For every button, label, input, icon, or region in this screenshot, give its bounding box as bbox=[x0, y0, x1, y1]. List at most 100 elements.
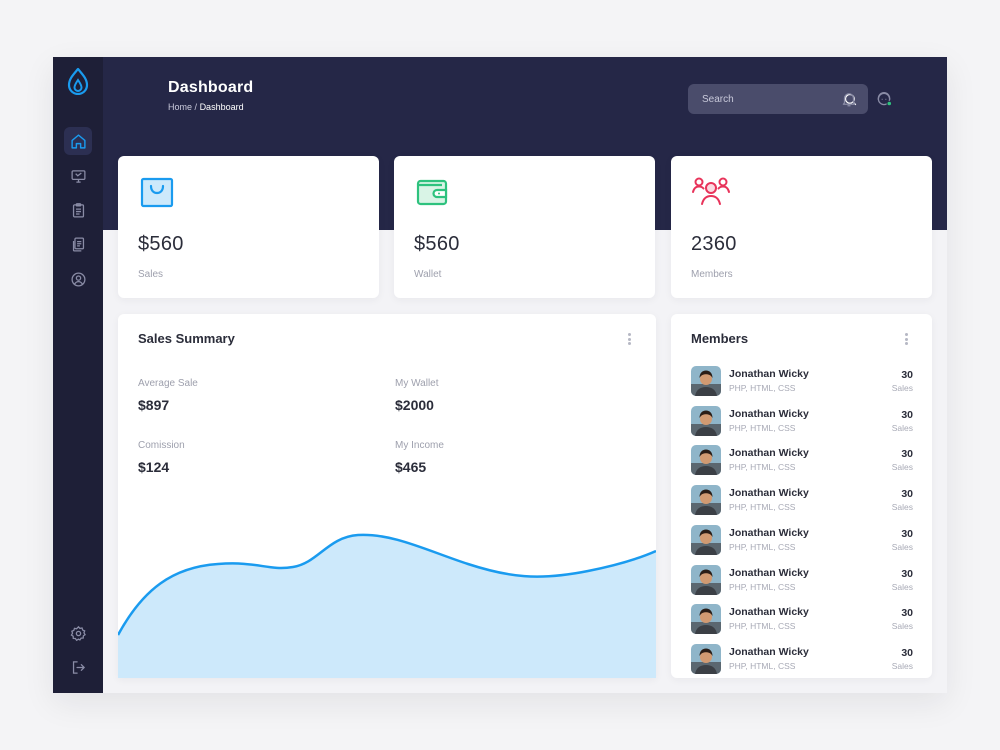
member-name: Jonathan Wicky bbox=[729, 368, 809, 380]
member-skills: PHP, HTML, CSS bbox=[729, 502, 796, 513]
stat-card-members: 2360 Members bbox=[671, 156, 932, 298]
member-sales-count: 30 bbox=[901, 488, 913, 501]
stat-label: Sales bbox=[138, 269, 164, 280]
breadcrumb: Home / Dashboard bbox=[168, 102, 244, 112]
member-sales-count: 30 bbox=[901, 408, 913, 421]
member-row[interactable]: Jonathan Wicky PHP, HTML, CSS 30 Sales bbox=[691, 405, 913, 437]
breadcrumb-current: Dashboard bbox=[199, 102, 244, 112]
metric-label: Average Sale bbox=[138, 378, 198, 389]
member-row[interactable]: Jonathan Wicky PHP, HTML, CSS 30 Sales bbox=[691, 564, 913, 596]
search-input[interactable] bbox=[702, 93, 843, 105]
stat-value: 2360 bbox=[691, 233, 737, 255]
member-skills: PHP, HTML, CSS bbox=[729, 422, 796, 433]
member-skills: PHP, HTML, CSS bbox=[729, 581, 796, 592]
member-name: Jonathan Wicky bbox=[729, 487, 809, 500]
member-avatar bbox=[691, 485, 721, 516]
breadcrumb-home[interactable]: Home bbox=[168, 102, 193, 112]
sidebar-item-settings[interactable] bbox=[64, 619, 92, 647]
sidebar-item-documents[interactable] bbox=[64, 230, 92, 258]
member-sales-unit: Sales bbox=[891, 621, 913, 632]
member-sales-unit: Sales bbox=[891, 541, 913, 552]
member-avatar bbox=[691, 604, 721, 635]
user-circle-icon bbox=[70, 271, 86, 287]
card-title: Members bbox=[691, 331, 749, 346]
member-sales-count: 30 bbox=[901, 448, 913, 461]
member-avatar bbox=[691, 366, 721, 396]
member-avatar bbox=[691, 445, 721, 476]
sidebar-item-home[interactable] bbox=[64, 127, 92, 155]
member-name: Jonathan Wicky bbox=[729, 526, 809, 539]
member-avatar bbox=[691, 405, 721, 436]
member-sales-count: 30 bbox=[901, 646, 913, 659]
more-options-icon[interactable] bbox=[624, 332, 634, 346]
app-window: Dashboard Home / Dashboard bbox=[53, 57, 947, 693]
member-sales-count: 30 bbox=[901, 369, 913, 381]
home-icon bbox=[70, 133, 86, 149]
sidebar bbox=[53, 57, 103, 693]
metric-label: My Income bbox=[395, 440, 444, 451]
member-sales-count: 30 bbox=[901, 527, 913, 540]
metric-value: $2000 bbox=[395, 397, 434, 413]
member-row[interactable]: Jonathan Wicky PHP, HTML, CSS 30 Sales bbox=[691, 524, 913, 556]
member-skills: PHP, HTML, CSS bbox=[729, 541, 796, 552]
member-sales-unit: Sales bbox=[891, 422, 913, 433]
sidebar-item-clipboard[interactable] bbox=[64, 196, 92, 224]
members-icon bbox=[692, 177, 730, 205]
member-name: Jonathan Wicky bbox=[729, 606, 809, 619]
stat-label: Wallet bbox=[414, 269, 442, 280]
member-row[interactable]: Jonathan Wicky PHP, HTML, CSS 30 Sales bbox=[691, 603, 913, 635]
metric-value: $465 bbox=[395, 459, 427, 475]
sidebar-item-logout[interactable] bbox=[64, 653, 92, 681]
shopping-bag-icon bbox=[140, 177, 174, 208]
member-sales-unit: Sales bbox=[891, 502, 913, 513]
member-row[interactable]: Jonathan Wicky PHP, HTML, CSS 30 Sales bbox=[691, 484, 913, 516]
sales-area-chart bbox=[118, 533, 656, 678]
search-box[interactable] bbox=[688, 84, 868, 114]
member-sales-unit: Sales bbox=[891, 462, 913, 473]
stat-card-sales: $560 Sales bbox=[118, 156, 379, 298]
clipboard-icon bbox=[72, 202, 84, 218]
chart-area-fill bbox=[118, 534, 656, 678]
stat-label: Members bbox=[691, 269, 733, 280]
member-sales-count: 30 bbox=[901, 567, 913, 580]
member-name: Jonathan Wicky bbox=[729, 407, 809, 420]
settings-icon bbox=[70, 625, 86, 641]
member-row[interactable]: Jonathan Wicky PHP, HTML, CSS 30 Sales bbox=[691, 444, 913, 476]
metric-label: Comission bbox=[138, 440, 185, 451]
documents-icon bbox=[72, 236, 84, 252]
member-skills: PHP, HTML, CSS bbox=[729, 621, 796, 632]
member-sales-unit: Sales bbox=[891, 581, 913, 592]
stat-value: $560 bbox=[138, 233, 184, 255]
card-title: Sales Summary bbox=[138, 331, 235, 346]
sidebar-item-profile[interactable] bbox=[64, 265, 92, 293]
sidebar-item-monitor[interactable] bbox=[64, 162, 92, 190]
sales-summary-card: Sales Summary Average Sale $897 My Walle… bbox=[118, 314, 656, 678]
support-agent-icon[interactable] bbox=[875, 90, 893, 108]
member-name: Jonathan Wicky bbox=[729, 566, 809, 579]
member-row[interactable]: Jonathan Wicky PHP, HTML, CSS 30 Sales bbox=[691, 365, 913, 397]
member-avatar bbox=[691, 564, 721, 595]
member-name: Jonathan Wicky bbox=[729, 447, 809, 460]
member-avatar bbox=[691, 643, 721, 674]
member-row[interactable]: Jonathan Wicky PHP, HTML, CSS 30 Sales bbox=[691, 643, 913, 675]
page-title: Dashboard bbox=[168, 79, 254, 96]
stat-value: $560 bbox=[414, 233, 460, 255]
member-sales-unit: Sales bbox=[891, 660, 913, 671]
stat-card-wallet: $560 Wallet bbox=[394, 156, 655, 298]
metric-value: $124 bbox=[138, 459, 170, 475]
breadcrumb-separator: / bbox=[194, 102, 198, 112]
monitor-icon bbox=[70, 169, 86, 183]
metric-label: My Wallet bbox=[395, 378, 439, 389]
more-options-icon[interactable] bbox=[901, 332, 911, 346]
bell-icon[interactable] bbox=[840, 90, 858, 108]
metric-value: $897 bbox=[138, 397, 170, 413]
wallet-icon bbox=[416, 179, 448, 206]
member-avatar bbox=[691, 524, 721, 555]
flame-logo-icon[interactable] bbox=[66, 67, 90, 95]
member-skills: PHP, HTML, CSS bbox=[729, 462, 796, 473]
member-sales-count: 30 bbox=[901, 607, 913, 620]
members-card: Members Jonathan Wicky PHP, HTML, CSS 30 Sa… bbox=[671, 314, 932, 678]
logout-icon bbox=[72, 660, 85, 674]
member-skills: PHP, HTML, CSS bbox=[729, 383, 796, 393]
chart-line bbox=[118, 533, 656, 636]
